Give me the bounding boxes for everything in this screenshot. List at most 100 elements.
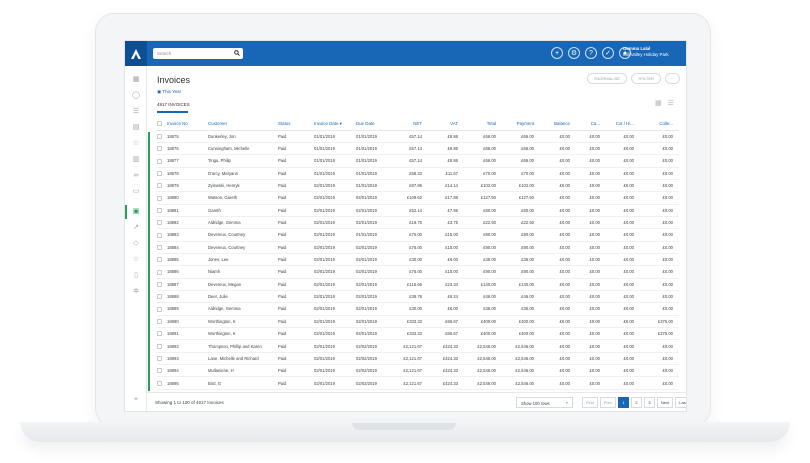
col-balance[interactable]: Balance (540, 118, 576, 131)
col-invoice-date[interactable]: Invoice Date ▾ (314, 118, 356, 131)
search-input[interactable]: Search (153, 48, 243, 59)
cog-icon[interactable]: ✲ (133, 288, 139, 295)
normalise-button[interactable]: ≡ NORMALISE (587, 73, 627, 84)
search-icon[interactable] (234, 50, 240, 56)
settings-icon[interactable]: ⚙ (568, 47, 580, 59)
row-checkbox[interactable] (157, 241, 167, 254)
row-checkbox[interactable] (157, 364, 167, 378)
grid-icon[interactable]: ▤ (132, 124, 140, 131)
row-checkbox[interactable] (157, 327, 167, 341)
col-total[interactable]: Total (464, 118, 502, 131)
row-checkbox[interactable] (157, 253, 167, 267)
more-button[interactable]: ··· (665, 73, 680, 84)
table-row[interactable]: 18884 Devereux, Courtney Paid 02/01/2019 02/… (157, 241, 679, 254)
row-checkbox[interactable] (157, 216, 167, 230)
dashboard-icon[interactable]: ▦ (132, 76, 140, 83)
add-icon[interactable]: + (551, 47, 563, 59)
table-cell: £0.00 (640, 278, 679, 291)
pin-icon[interactable]: ⌖ (134, 396, 138, 403)
table-row[interactable]: 18889 Aldridge, Gemma Paid 02/01/2019 02/01/… (157, 302, 679, 316)
row-checkbox[interactable] (157, 376, 167, 390)
table-row[interactable]: 18891 Worthington, K Paid 02/01/2019 02/01/2… (157, 327, 679, 341)
table-row[interactable]: 18887 Devereux, Megan Paid 02/01/2019 02/01/… (157, 278, 679, 291)
table-row[interactable]: 18877 Tingu, Philip Paid 01/01/2019 01/01/20… (157, 154, 679, 168)
table-row[interactable]: 18886 Niamh Paid 02/01/2019 02/01/2019 £75.00… (157, 265, 679, 279)
page-button-first[interactable]: First (582, 397, 598, 408)
table-row[interactable]: 18892 Thompson, Phillip and Karen Paid 02/0… (157, 339, 679, 353)
date-filter-link[interactable]: ▣ This Year (157, 89, 182, 94)
row-checkbox[interactable] (157, 142, 167, 156)
table-row[interactable]: 18880 Watson, Gareth Paid 02/01/2019 02/01/2… (157, 191, 679, 205)
grid-view-icon[interactable]: ▦ (655, 100, 662, 107)
clipboard-icon[interactable]: ▯ (134, 272, 138, 279)
table-row[interactable]: 18890 Worthington, K Paid 02/01/2019 02/01/2… (157, 315, 679, 329)
row-checkbox[interactable] (157, 278, 167, 291)
table-row[interactable]: 18878 D'arcy, Maryann Paid 01/01/2019 01/01/… (157, 167, 679, 180)
select-all-checkbox[interactable] (157, 118, 167, 131)
col-payment[interactable]: Payment (502, 118, 540, 131)
table-row[interactable]: 18883 Devereux, Courtney Paid 02/01/2019 01/… (157, 228, 679, 242)
card-icon[interactable]: ▭ (132, 188, 140, 195)
chart-icon[interactable]: ↗ (133, 224, 139, 231)
col-cot-hi[interactable]: Cot / Hi... (606, 118, 640, 131)
rows-per-page-select[interactable]: Show 100 rows ▾ (516, 397, 573, 408)
row-checkbox[interactable] (157, 315, 167, 329)
page-button-1[interactable]: 1 (618, 397, 630, 408)
page-button-prev[interactable]: Prev (599, 397, 617, 408)
table-row[interactable]: 18875 Dunkerley, Jon Paid 01/01/2019 01/01/2… (157, 130, 679, 143)
row-checkbox[interactable] (157, 191, 167, 205)
tab-invoices[interactable]: 4917 INVOICES (157, 102, 190, 107)
row-checkbox[interactable] (157, 204, 167, 217)
col-invoice-no[interactable]: Invoice No (167, 118, 208, 131)
page-button-3[interactable]: 3 (644, 397, 656, 408)
table-row[interactable]: 18882 Aldridge, Gemma Paid 02/01/2019 02/01/… (157, 216, 679, 230)
row-checkbox[interactable] (157, 352, 167, 366)
table-cell: £38.76 (398, 290, 428, 304)
calendar-icon[interactable]: ▥ (132, 156, 140, 163)
star-icon[interactable]: ☆ (132, 140, 140, 147)
table-row[interactable]: 18893 Lane, Michelle and Richard Paid 02/01… (157, 352, 679, 366)
app-logo[interactable] (125, 41, 147, 66)
list-icon[interactable]: ☰ (132, 108, 140, 115)
col-colle[interactable]: Colle... (640, 118, 679, 131)
col-customer[interactable]: Customer (208, 118, 278, 131)
favourite-icon[interactable]: ☆ (132, 256, 140, 263)
table-cell: £66.67 (428, 327, 464, 341)
row-checkbox[interactable] (157, 339, 167, 353)
table-row[interactable]: 18876 Cunningham, Michelle Paid 01/01/2019 0… (157, 142, 679, 156)
col-status[interactable]: Status (278, 118, 314, 131)
page-button-2[interactable]: 2 (631, 397, 643, 408)
table-row[interactable]: 18881 Gareth Paid 02/01/2019 02/01/2019 £52.1… (157, 204, 679, 217)
row-checkbox[interactable] (157, 154, 167, 168)
table-cell: £3.75 (428, 216, 464, 230)
page-button-last[interactable]: Last (675, 397, 686, 408)
row-checkbox[interactable] (157, 228, 167, 242)
row-checkbox[interactable] (157, 290, 167, 304)
col-vat[interactable]: VAT (428, 118, 464, 131)
table-row[interactable]: 18885 Jones, Lee Paid 02/01/2019 02/01/2019 £… (157, 253, 679, 267)
help-icon[interactable]: ? (585, 47, 597, 59)
user-info[interactable]: Gemma Lalal Mill Valley Holiday Park (623, 46, 669, 57)
person-icon[interactable]: ◯ (132, 92, 140, 99)
page-button-next[interactable]: Next (657, 397, 674, 408)
user-avatar-icon[interactable]: ● (619, 47, 631, 59)
table-row[interactable]: 18888 Deer, Julie Paid 02/01/2019 02/01/2019… (157, 290, 679, 304)
tab-underline (157, 111, 188, 113)
people-icon[interactable]: ∞ (133, 172, 139, 179)
row-checkbox[interactable] (157, 130, 167, 143)
row-checkbox[interactable] (157, 302, 167, 316)
row-checkbox[interactable] (157, 179, 167, 193)
col-due-date[interactable]: Due Date (356, 118, 398, 131)
invoice-icon[interactable]: ▣ (132, 208, 140, 215)
list-view-icon[interactable]: ☰ (667, 100, 674, 107)
row-checkbox[interactable] (157, 265, 167, 279)
table-row[interactable]: 18894 Mullaniene, H Paid 02/01/2019 02/02/20… (157, 364, 679, 378)
notifications-icon[interactable]: ✓ (602, 47, 614, 59)
table-row[interactable]: 18879 Zylewski, Henryk Paid 02/01/2019 01/01… (157, 179, 679, 193)
table-row[interactable]: 18895 Bird, G Paid 02/01/2019 02/02/2019 £2,1… (157, 376, 679, 390)
col-ca[interactable]: Ca... (576, 118, 606, 131)
col-net[interactable]: NET (398, 118, 428, 131)
tag-icon[interactable]: ◇ (133, 240, 139, 247)
row-checkbox[interactable] (157, 167, 167, 180)
filter-button[interactable]: ≡ FILTER (631, 73, 661, 84)
